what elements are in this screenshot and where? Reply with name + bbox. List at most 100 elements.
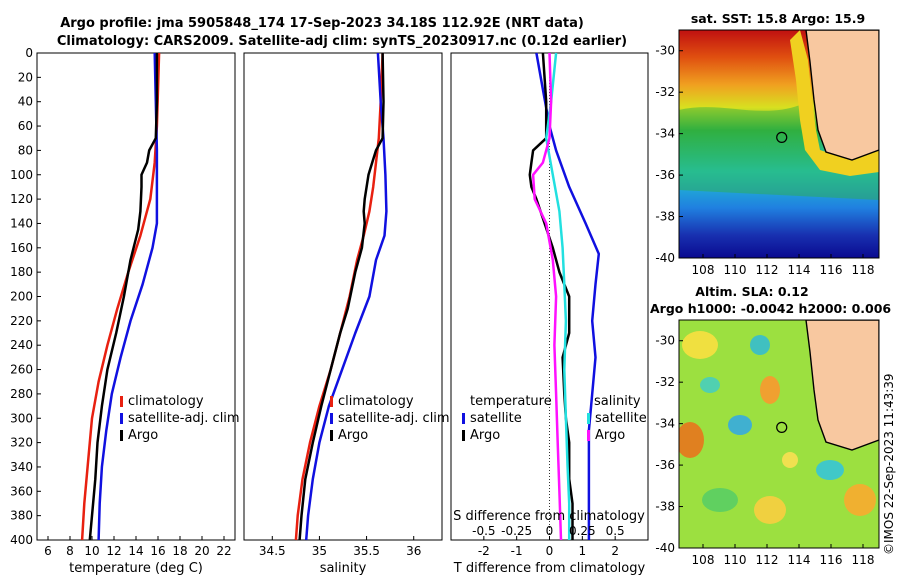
y-tick-label: 0: [25, 46, 33, 60]
sla-map-frame: [678, 319, 880, 549]
y-tick-label: 340: [10, 460, 33, 474]
map-y-tick-label: -40: [655, 251, 675, 265]
legend-label: satellite-adj. clim: [128, 411, 240, 426]
sst-map-frame: [678, 29, 880, 259]
title-line2: Climatology: CARS2009. Satellite-adj cli…: [57, 34, 627, 49]
x-tick-label: 0: [546, 544, 554, 558]
x-tick-label: 22: [216, 544, 231, 558]
argo-position-marker: [776, 131, 788, 143]
top-tick-label: -0.25: [501, 524, 532, 538]
legend-swatch: [462, 430, 465, 441]
y-tick-label: 100: [10, 168, 33, 182]
series-line-t-satellite-cyan-: [544, 52, 571, 540]
map-y-tick-label: -34: [655, 417, 675, 431]
top-tick-label: 0.5: [606, 524, 625, 538]
x-tick-label: 12: [106, 544, 121, 558]
legend-title-salinity: salinity: [594, 394, 641, 409]
x-tick-label: 1: [579, 544, 587, 558]
x-tick-label: -2: [478, 544, 490, 558]
x-tick-label: -1: [511, 544, 523, 558]
y-tick-label: 80: [18, 143, 33, 157]
imos-stamp: ©IMOS 22-Sep-2023 11:43:39: [882, 373, 896, 555]
legend-label: Argo: [128, 428, 158, 443]
legend-swatch: [120, 413, 123, 424]
x-tick-label: 10: [84, 544, 99, 558]
x-tick-label: 14: [128, 544, 143, 558]
map-y-tick-label: -36: [655, 168, 675, 182]
map-x-tick-label: 108: [692, 553, 715, 567]
x-axis-label: temperature (deg C): [69, 561, 203, 576]
map-y-tick-label: -38: [655, 210, 675, 224]
panel-temp-frame: [36, 52, 236, 541]
legend-label: satellite-adj. clim: [338, 411, 450, 426]
y-tick-label: 160: [10, 241, 33, 255]
y-tick-label: 60: [18, 119, 33, 133]
y-tick-label: 280: [10, 387, 33, 401]
sst-map: sat. SST: 15.8 Argo: 15.9 108 110 112 114 11…: [655, 11, 880, 277]
map-y-tick-label: -32: [655, 375, 675, 389]
sst-land: [805, 30, 879, 161]
sla-map: Altim. SLA: 0.12 Argo h1000: -0.0042 h20…: [650, 284, 891, 567]
y-tick-label: 180: [10, 265, 33, 279]
y-tick-label: 220: [10, 314, 33, 328]
difference-panel: -2 -1 0 1 2 T difference from climatology S di…: [450, 52, 649, 576]
sla-map-subtitle: Argo h1000: -0.0042 h2000: 0.006: [650, 301, 891, 316]
legend-label: climatology: [128, 394, 204, 409]
map-y-tick-label: -36: [655, 458, 675, 472]
series-line-satellite-adj-clim: [304, 52, 388, 541]
y-tick-label: 360: [10, 484, 33, 498]
x-axis-label: T difference from climatology: [453, 561, 646, 576]
salinity-panel: 34.5 35 35.5 36 salinity climatology satellite…: [243, 52, 450, 576]
map-x-tick-label: 114: [788, 263, 811, 277]
series-line-argo-t: [528, 52, 574, 540]
x-tick-label: 34.5: [259, 544, 286, 558]
map-x-tick-label: 110: [724, 263, 747, 277]
y-tick-label: 300: [10, 411, 33, 425]
y-tick-label: 400: [10, 533, 33, 547]
legend-swatch: [587, 413, 590, 424]
x-tick-label: 35.5: [353, 544, 380, 558]
y-tick-label: 140: [10, 216, 33, 230]
panel-sal-frame: [243, 52, 443, 541]
legend-swatch: [120, 396, 123, 407]
map-y-tick-label: -32: [655, 85, 675, 99]
legend-swatch: [330, 396, 333, 407]
argo-position-marker: [776, 421, 788, 433]
map-x-tick-label: 114: [788, 553, 811, 567]
x-tick-label: 16: [150, 544, 165, 558]
x-tick-label: 6: [44, 544, 52, 558]
map-x-tick-label: 112: [756, 263, 779, 277]
y-tick-label: 200: [10, 290, 33, 304]
map-y-tick-label: -30: [655, 334, 675, 348]
map-x-tick-label: 118: [852, 553, 875, 567]
legend-title-temperature: temperature: [470, 394, 552, 409]
y-tick-label: 240: [10, 338, 33, 352]
x-tick-label: 36: [406, 544, 421, 558]
x-tick-label: 2: [611, 544, 619, 558]
legend-label: satellite: [595, 411, 647, 426]
y-tick-label: 20: [18, 70, 33, 84]
series-line-argo: [298, 52, 385, 541]
map-y-tick-label: -30: [655, 44, 675, 58]
legend-label: climatology: [338, 394, 414, 409]
x-tick-label: 35: [312, 544, 327, 558]
title-line1: Argo profile: jma 5905848_174 17-Sep-202…: [60, 16, 584, 31]
sst-warm-band: [679, 105, 879, 200]
legend-label: Argo: [595, 428, 625, 443]
sst-map-title: sat. SST: 15.8 Argo: 15.9: [691, 11, 865, 26]
y-tick-label: 120: [10, 192, 33, 206]
y-tick-label: 40: [18, 95, 33, 109]
legend-label: satellite: [470, 411, 522, 426]
series-line-argo-s-magenta-: [531, 52, 563, 541]
top-axis-label: S difference from climatology: [453, 509, 645, 524]
x-tick-label: 18: [172, 544, 187, 558]
series-line-satellite-adj-clim: [97, 52, 159, 541]
map-x-tick-label: 108: [692, 263, 715, 277]
x-axis-label: salinity: [320, 561, 367, 576]
y-tick-label: 320: [10, 436, 33, 450]
legend-swatch: [330, 413, 333, 424]
x-tick-label: 8: [66, 544, 74, 558]
series-line-argo: [88, 53, 159, 541]
map-x-tick-label: 110: [724, 553, 747, 567]
